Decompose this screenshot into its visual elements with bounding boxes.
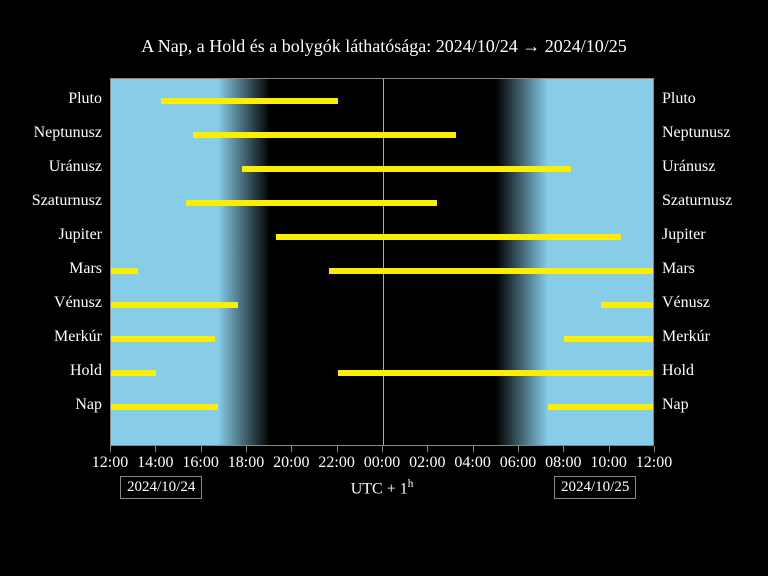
visibility-bar	[186, 200, 438, 206]
row-label-left: Hold	[70, 362, 102, 380]
row-label-right: Neptunusz	[662, 124, 730, 142]
x-tick	[427, 446, 428, 452]
x-tick	[518, 446, 519, 452]
visibility-bar	[548, 404, 654, 410]
visibility-bar	[111, 302, 238, 308]
date-box-right: 2024/10/25	[554, 476, 636, 499]
row-label-right: Nap	[662, 396, 689, 414]
x-tick-label: 00:00	[364, 454, 400, 472]
date-box-left: 2024/10/24	[120, 476, 202, 499]
row-label-left: Nap	[75, 396, 102, 414]
visibility-bar	[111, 404, 218, 410]
x-tick	[110, 446, 111, 452]
x-tick-label: 18:00	[228, 454, 264, 472]
row-label-left: Vénusz	[54, 294, 102, 312]
visibility-bar	[111, 268, 138, 274]
row-label-left: Jupiter	[58, 226, 102, 244]
row-label-right: Jupiter	[662, 226, 706, 244]
x-tick	[654, 446, 655, 452]
x-tick-label: 20:00	[273, 454, 309, 472]
row-label-left: Pluto	[68, 90, 102, 108]
x-tick	[609, 446, 610, 452]
visibility-bar	[161, 98, 338, 104]
x-tick	[246, 446, 247, 452]
visibility-bar	[111, 370, 156, 376]
row-label-right: Hold	[662, 362, 694, 380]
x-tick-label: 16:00	[182, 454, 218, 472]
row-label-left: Merkúr	[54, 328, 102, 346]
row-label-right: Mars	[662, 260, 695, 278]
chart-title: A Nap, a Hold és a bolygók láthatósága: …	[0, 36, 768, 57]
visibility-bar	[193, 132, 456, 138]
x-tick	[291, 446, 292, 452]
visibility-bar	[564, 336, 654, 342]
x-tick	[155, 446, 156, 452]
row-label-right: Merkúr	[662, 328, 710, 346]
day-region-right	[548, 79, 654, 445]
x-tick-label: 02:00	[409, 454, 445, 472]
visibility-bar	[242, 166, 571, 172]
row-label-right: Szaturnusz	[662, 192, 732, 210]
x-tick-label: 12:00	[92, 454, 128, 472]
visibility-bar	[338, 370, 654, 376]
x-tick-label: 04:00	[454, 454, 490, 472]
row-label-left: Mars	[69, 260, 102, 278]
x-tick	[473, 446, 474, 452]
x-tick-label: 10:00	[590, 454, 626, 472]
plot-area	[110, 78, 654, 446]
x-tick-label: 06:00	[500, 454, 536, 472]
x-tick-label: 12:00	[636, 454, 672, 472]
x-tick	[563, 446, 564, 452]
row-label-right: Pluto	[662, 90, 696, 108]
x-tick	[382, 446, 383, 452]
row-label-left: Szaturnusz	[32, 192, 102, 210]
row-label-right: Vénusz	[662, 294, 710, 312]
x-tick-label: 14:00	[137, 454, 173, 472]
x-axis-label: UTC + 1h	[351, 478, 414, 498]
visibility-bar	[601, 302, 654, 308]
x-tick	[337, 446, 338, 452]
visibility-bar	[329, 268, 654, 274]
visibility-bar	[276, 234, 621, 240]
x-tick	[201, 446, 202, 452]
x-tick-label: 08:00	[545, 454, 581, 472]
row-label-right: Uránusz	[662, 158, 715, 176]
row-label-left: Neptunusz	[34, 124, 102, 142]
visibility-bar	[111, 336, 215, 342]
twilight-dawn	[496, 79, 548, 445]
x-tick-label: 22:00	[318, 454, 354, 472]
row-label-left: Uránusz	[49, 158, 102, 176]
